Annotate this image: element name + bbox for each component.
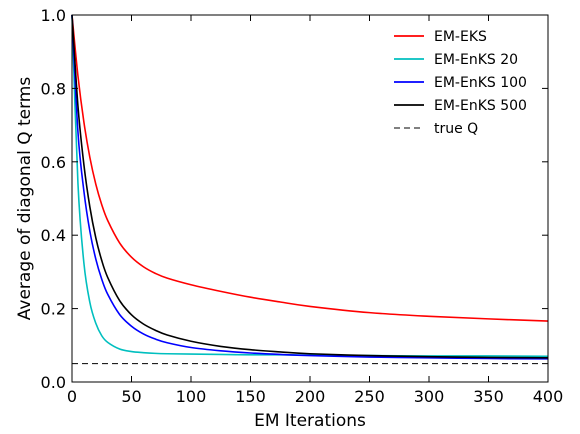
y-tick-label: 0.6 — [41, 153, 66, 172]
x-tick-label: 150 — [235, 387, 266, 406]
plot-frame — [71, 14, 549, 383]
x-tick-label: 350 — [473, 387, 504, 406]
x-axis-label: EM Iterations — [254, 411, 366, 431]
y-tick-label: 0.2 — [41, 300, 66, 319]
series-line-3 — [71, 14, 549, 359]
x-axis-ticks: 0 50 100 150 200 250 300 350 400 — [67, 15, 563, 406]
legend-label: EM-EnKS 500 — [434, 98, 527, 114]
y-tick-label: 0.4 — [41, 226, 66, 245]
legend-label: EM-EKS — [434, 29, 487, 45]
x-tick-label: 100 — [176, 387, 207, 406]
legend-label: EM-EnKS 100 — [434, 75, 527, 91]
legend-label: EM-EnKS 20 — [434, 52, 518, 68]
legend-label: true Q — [434, 121, 478, 137]
series-line-2 — [71, 14, 549, 360]
y-axis-ticks: 0.0 0.2 0.4 0.6 0.8 1.0 — [41, 6, 548, 392]
x-tick-label: 0 — [67, 387, 77, 406]
x-tick-label: 200 — [295, 387, 326, 406]
plot-lines — [71, 14, 549, 365]
x-tick-label: 250 — [354, 387, 385, 406]
y-tick-label: 0.8 — [41, 79, 66, 98]
legend: EM-EKS EM-EnKS 20 EM-EnKS 100 EM-EnKS 500 tr… — [394, 29, 527, 137]
series-line-0 — [71, 14, 549, 322]
y-tick-label: 0.0 — [41, 373, 66, 392]
y-axis-label: Average of diagonal Q terms — [15, 77, 35, 321]
x-tick-label: 50 — [121, 387, 141, 406]
x-tick-label: 400 — [533, 387, 564, 406]
y-tick-label: 1.0 — [41, 6, 66, 25]
x-tick-label: 300 — [414, 387, 445, 406]
